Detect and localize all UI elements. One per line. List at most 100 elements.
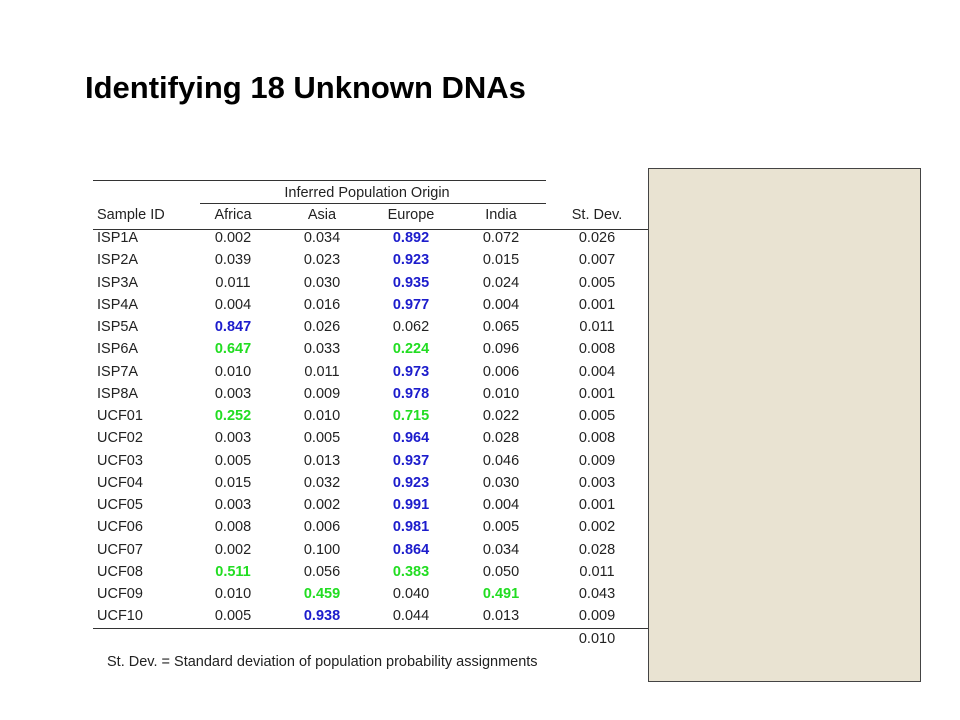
column-header: India bbox=[485, 207, 517, 223]
cell: 0.005 bbox=[214, 608, 252, 625]
group-header: Inferred Population Origin bbox=[284, 185, 450, 201]
cell: 0.004 bbox=[482, 497, 520, 513]
sample-id: UCF06 bbox=[97, 519, 143, 536]
sample-id: UCF08 bbox=[97, 563, 143, 580]
cell: 0.011 bbox=[579, 319, 615, 335]
cell: 0.007 bbox=[578, 252, 616, 269]
sample-id: ISP4A bbox=[97, 296, 139, 313]
cell: 0.008 bbox=[214, 519, 252, 536]
cell: 0.026 bbox=[578, 230, 616, 246]
column-header: Africa bbox=[214, 207, 252, 223]
sample-id: ISP7A bbox=[97, 363, 139, 380]
cell: 0.647 bbox=[214, 341, 252, 358]
cell: 0.030 bbox=[303, 274, 341, 291]
rule bbox=[93, 229, 648, 230]
sample-id: ISP8A bbox=[97, 385, 139, 402]
cell: 0.010 bbox=[303, 408, 341, 424]
cell: 0.039 bbox=[214, 252, 252, 269]
cell: 0.010 bbox=[482, 385, 520, 402]
cell: 0.010 bbox=[214, 363, 252, 380]
cell: 0.224 bbox=[392, 341, 430, 358]
cell: 0.923 bbox=[392, 474, 430, 491]
cell: 0.003 bbox=[214, 385, 252, 402]
cell: 0.056 bbox=[303, 563, 341, 580]
sample-id: UCF09 bbox=[97, 586, 143, 602]
cell: 0.044 bbox=[392, 608, 430, 625]
sample-id: UCF05 bbox=[97, 497, 143, 513]
cell: 0.004 bbox=[578, 363, 616, 380]
cell: 0.034 bbox=[303, 230, 341, 246]
cell: 0.511 bbox=[215, 563, 251, 580]
cell: 0.034 bbox=[482, 541, 520, 558]
cell: 0.978 bbox=[392, 385, 430, 402]
sd-mean: 0.010 bbox=[578, 631, 616, 647]
column-header: Asia bbox=[307, 207, 337, 223]
cell: 0.491 bbox=[482, 586, 520, 602]
cell: 0.013 bbox=[482, 608, 520, 625]
cell: 0.935 bbox=[392, 274, 430, 291]
cell: 0.013 bbox=[303, 452, 341, 469]
cell: 0.096 bbox=[482, 341, 520, 358]
cell: 0.937 bbox=[392, 452, 430, 469]
slide-title: Identifying 18 Unknown DNAs bbox=[85, 70, 526, 105]
cell: 0.003 bbox=[214, 497, 252, 513]
cell: 0.028 bbox=[482, 430, 520, 447]
cell: 0.991 bbox=[392, 497, 430, 513]
panel bbox=[648, 168, 921, 682]
cell: 0.009 bbox=[578, 608, 616, 625]
cell: 0.024 bbox=[482, 274, 520, 291]
cell: 0.016 bbox=[303, 296, 341, 313]
rule bbox=[93, 628, 648, 629]
cell: 0.009 bbox=[578, 452, 616, 469]
cell: 0.033 bbox=[303, 341, 341, 358]
sample-id: ISP5A bbox=[97, 319, 139, 335]
cell: 0.383 bbox=[392, 563, 430, 580]
cell: 0.459 bbox=[303, 586, 341, 602]
cell: 0.004 bbox=[482, 296, 520, 313]
cell: 0.864 bbox=[392, 541, 430, 558]
sample-id: UCF02 bbox=[97, 430, 143, 447]
cell: 0.002 bbox=[214, 541, 252, 558]
cell: 0.015 bbox=[482, 252, 520, 269]
cell: 0.022 bbox=[482, 408, 520, 424]
cell: 0.006 bbox=[303, 519, 341, 536]
cell: 0.028 bbox=[578, 541, 616, 558]
sample-id: ISP1A bbox=[97, 230, 139, 246]
cell: 0.003 bbox=[214, 430, 252, 447]
cell: 0.011 bbox=[215, 274, 251, 291]
cell: 0.977 bbox=[392, 296, 430, 313]
cell: 0.923 bbox=[392, 252, 430, 269]
cell: 0.010 bbox=[214, 586, 252, 602]
cell: 0.964 bbox=[392, 430, 430, 447]
sample-id: UCF07 bbox=[97, 541, 143, 558]
cell: 0.981 bbox=[392, 519, 430, 536]
column-header: Sample ID bbox=[97, 207, 165, 223]
cell: 0.005 bbox=[578, 274, 616, 291]
cell: 0.009 bbox=[303, 385, 341, 402]
cell: 0.001 bbox=[578, 497, 616, 513]
column-header: Europe bbox=[387, 207, 435, 223]
cell: 0.100 bbox=[303, 541, 341, 558]
cell: 0.252 bbox=[214, 408, 252, 424]
sample-id: ISP2A bbox=[97, 252, 139, 269]
cell: 0.005 bbox=[303, 430, 341, 447]
cell: 0.011 bbox=[579, 563, 615, 580]
cell: 0.005 bbox=[214, 452, 252, 469]
cell: 0.003 bbox=[578, 474, 616, 491]
cell: 0.032 bbox=[303, 474, 341, 491]
sample-id: UCF01 bbox=[97, 408, 143, 424]
cell: 0.026 bbox=[303, 319, 341, 335]
cell: 0.892 bbox=[392, 230, 430, 246]
cell: 0.715 bbox=[392, 408, 430, 424]
cell: 0.005 bbox=[578, 408, 616, 424]
cell: 0.030 bbox=[482, 474, 520, 491]
cell: 0.973 bbox=[392, 363, 430, 380]
cell: 0.015 bbox=[214, 474, 252, 491]
cell: 0.072 bbox=[482, 230, 520, 246]
sample-id: UCF10 bbox=[97, 608, 143, 625]
cell: 0.062 bbox=[392, 319, 430, 335]
cell: 0.002 bbox=[214, 230, 252, 246]
cell: 0.002 bbox=[303, 497, 341, 513]
cell: 0.043 bbox=[578, 586, 616, 602]
